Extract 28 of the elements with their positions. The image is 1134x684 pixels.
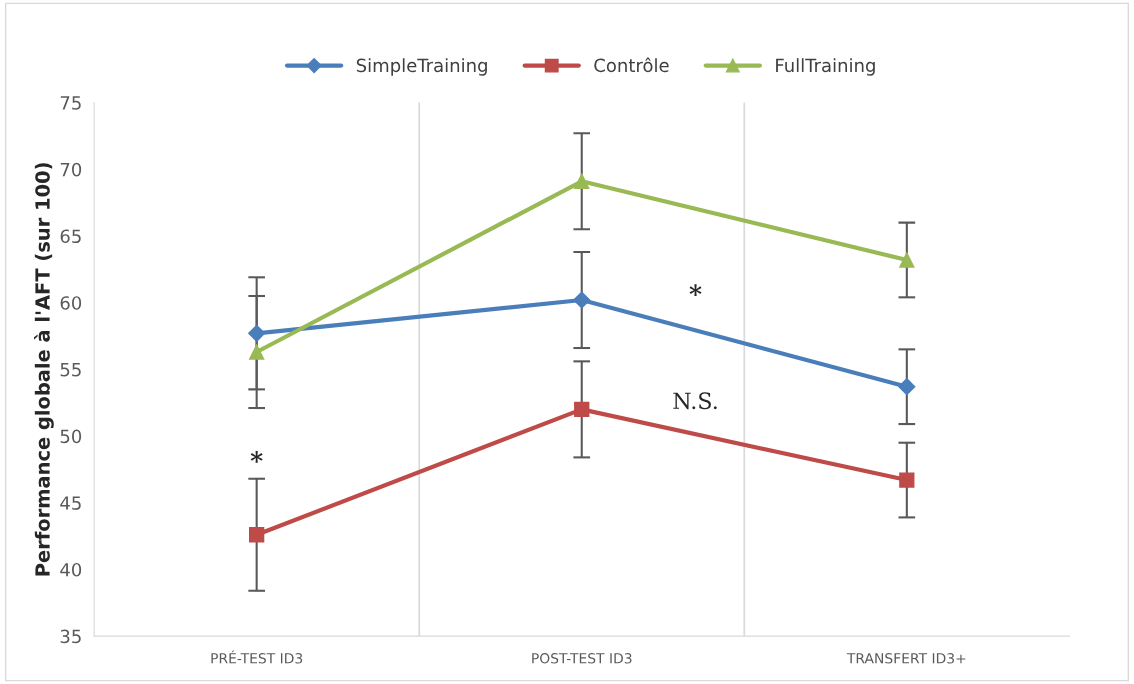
point <box>249 344 265 360</box>
point <box>899 472 915 488</box>
y-tick-label: 40 <box>60 562 82 577</box>
annotation: N.S. <box>673 392 717 410</box>
point <box>899 252 915 268</box>
y-tick-label: 45 <box>60 496 81 510</box>
point <box>574 173 590 189</box>
legend-label: Contrôle <box>594 57 669 73</box>
y-tick-label: 70 <box>60 162 82 177</box>
point <box>574 401 590 418</box>
legend-label: FullTraining <box>776 58 875 76</box>
y-tick-label: 50 <box>60 429 82 444</box>
y-tick-label: 65 <box>60 229 81 244</box>
y-tick-label: 35 <box>60 629 81 644</box>
y-tick-label: 75 <box>60 96 81 110</box>
x-tick-label: POST-TEST ID3 <box>532 653 632 664</box>
point <box>573 291 591 309</box>
x-tick-label: PRÉ-TEST ID3 <box>211 650 303 664</box>
x-tick-label: TRANSFERT ID3+ <box>846 653 966 664</box>
legend-label: SimpleTraining <box>356 58 487 76</box>
point <box>249 527 265 543</box>
y-tick-label: 60 <box>60 296 82 310</box>
annotation: * <box>250 451 263 463</box>
point <box>898 378 916 396</box>
point <box>248 324 266 342</box>
annotation: * <box>689 284 702 296</box>
y-axis-title: Performance globale à l'AFT (sur 100) <box>34 163 54 576</box>
y-tick-label: 55 <box>60 363 81 377</box>
